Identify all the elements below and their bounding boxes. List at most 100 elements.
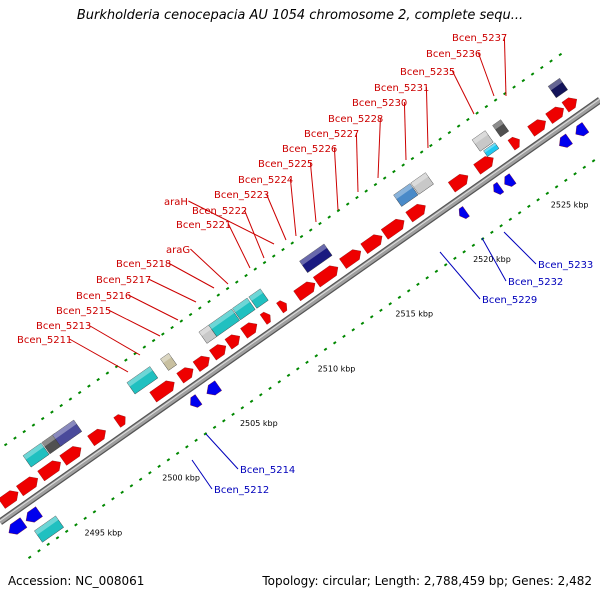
forward-gene[interactable]: [192, 353, 213, 372]
tick-mark: [175, 451, 180, 455]
gene-product-box[interactable]: [208, 308, 240, 337]
forward-gene[interactable]: [527, 116, 550, 137]
forward-gene[interactable]: [360, 231, 386, 254]
gene-label-forward[interactable]: Bcen_5215: [56, 306, 111, 317]
tick-mark: [360, 321, 365, 325]
gene-product-box[interactable]: [547, 78, 568, 99]
gene-product-box[interactable]: [126, 366, 159, 395]
forward-gene[interactable]: [209, 341, 229, 361]
tick-mark: [290, 241, 295, 245]
gene-label-forward[interactable]: Bcen_5231: [374, 83, 429, 94]
gene-label-forward[interactable]: Bcen_5221: [176, 220, 231, 231]
gene-label-forward[interactable]: Bcen_5211: [17, 335, 72, 346]
gene-label-forward[interactable]: Bcen_5226: [282, 144, 337, 155]
reverse-gene[interactable]: [501, 173, 517, 190]
gene-label-forward[interactable]: Bcen_5216: [76, 291, 131, 302]
forward-gene[interactable]: [545, 104, 568, 124]
gene-label-forward[interactable]: Bcen_5218: [116, 259, 171, 270]
forward-gene[interactable]: [507, 135, 523, 151]
forward-gene[interactable]: [313, 262, 341, 288]
gene-product-box[interactable]: [248, 288, 269, 309]
tick-mark: [286, 373, 291, 377]
forward-gene[interactable]: [380, 216, 408, 240]
gene-label-reverse[interactable]: Bcen_5212: [214, 485, 269, 496]
gene-label-forward[interactable]: Bcen_5237: [452, 33, 507, 44]
forward-gene[interactable]: [113, 412, 129, 428]
tick-mark: [475, 111, 479, 115]
gene-label-forward[interactable]: Bcen_5228: [328, 114, 383, 125]
forward-gene[interactable]: [149, 377, 178, 403]
forward-gene[interactable]: [473, 153, 497, 175]
forward-gene[interactable]: [16, 473, 41, 497]
gene-product-box[interactable]: [299, 243, 333, 273]
forward-gene[interactable]: [240, 319, 260, 339]
forward-gene[interactable]: [0, 487, 22, 509]
reverse-gene[interactable]: [572, 122, 590, 139]
reverse-gene[interactable]: [556, 133, 573, 151]
leader-layer: [69, 36, 537, 490]
gene-product-box[interactable]: [34, 515, 64, 543]
gene-label-forward[interactable]: araG: [166, 245, 190, 256]
forward-gene[interactable]: [276, 299, 289, 314]
gene-label-forward[interactable]: Bcen_5222: [192, 206, 247, 217]
gene-product-box[interactable]: [22, 442, 50, 468]
map-title: Burkholderia cenocepacia AU 1054 chromos…: [76, 8, 524, 23]
gene-product-box[interactable]: [232, 297, 256, 321]
tick-mark: [142, 345, 147, 349]
tick-mark: [508, 217, 513, 221]
tick-mark: [295, 367, 300, 371]
tick-mark: [364, 189, 368, 193]
gene-label-forward[interactable]: Bcen_5224: [238, 175, 293, 186]
forward-gene[interactable]: [59, 443, 85, 466]
accession-text: Accession: NC_008061: [8, 574, 145, 588]
gene-label-reverse[interactable]: Bcen_5233: [538, 260, 593, 271]
forward-gene[interactable]: [87, 426, 109, 447]
forward-gene[interactable]: [339, 246, 364, 269]
forward-gene[interactable]: [561, 94, 580, 113]
gene-product-box[interactable]: [160, 352, 177, 371]
gene-label-reverse[interactable]: Bcen_5214: [240, 465, 295, 476]
forward-gene[interactable]: [176, 364, 197, 384]
forward-gene[interactable]: [293, 278, 319, 302]
gene-product-box[interactable]: [492, 119, 510, 138]
reverse-gene[interactable]: [187, 394, 203, 411]
gene-label-forward[interactable]: Bcen_5217: [96, 275, 151, 286]
reverse-gene[interactable]: [23, 506, 43, 526]
gene-product-box[interactable]: [483, 142, 500, 157]
reverse-gene[interactable]: [5, 517, 28, 538]
gene-label-forward[interactable]: Bcen_5236: [426, 49, 481, 60]
gene-product-box[interactable]: [52, 419, 83, 447]
reverse-gene[interactable]: [490, 182, 505, 196]
tick-mark: [554, 185, 559, 189]
forward-gene[interactable]: [224, 331, 243, 350]
tick-mark: [447, 130, 452, 135]
forward-gene[interactable]: [37, 457, 65, 482]
gene-product-box[interactable]: [471, 130, 494, 152]
reverse-gene[interactable]: [203, 380, 222, 399]
reverse-gene[interactable]: [456, 206, 470, 220]
gene-label-forward[interactable]: Bcen_5235: [400, 67, 455, 78]
leader-line: [439, 251, 481, 300]
tick-mark: [591, 159, 596, 163]
tick-mark: [573, 172, 577, 176]
gene-label-forward[interactable]: araH: [164, 197, 188, 208]
gene-label-forward[interactable]: Bcen_5225: [258, 159, 313, 170]
gene-label-reverse[interactable]: Bcen_5232: [508, 277, 563, 288]
forward-gene[interactable]: [259, 310, 273, 325]
gene-label-forward[interactable]: Bcen_5223: [214, 190, 269, 201]
tick-mark: [545, 191, 550, 195]
tick-mark: [443, 263, 448, 267]
tick-mark: [120, 490, 124, 494]
forward-gene[interactable]: [405, 201, 429, 223]
leader-line: [451, 70, 475, 115]
forward-gene[interactable]: [447, 171, 471, 193]
gene-label-reverse[interactable]: Bcen_5229: [482, 295, 537, 306]
gene-product-box[interactable]: [393, 183, 419, 207]
tick-mark: [166, 458, 171, 462]
gene-label-forward[interactable]: Bcen_5227: [304, 129, 359, 140]
tick-mark: [194, 438, 198, 442]
gene-label-forward[interactable]: Bcen_5230: [352, 98, 407, 109]
gene-product-box[interactable]: [410, 172, 434, 195]
gene-label-forward[interactable]: Bcen_5213: [36, 321, 91, 332]
